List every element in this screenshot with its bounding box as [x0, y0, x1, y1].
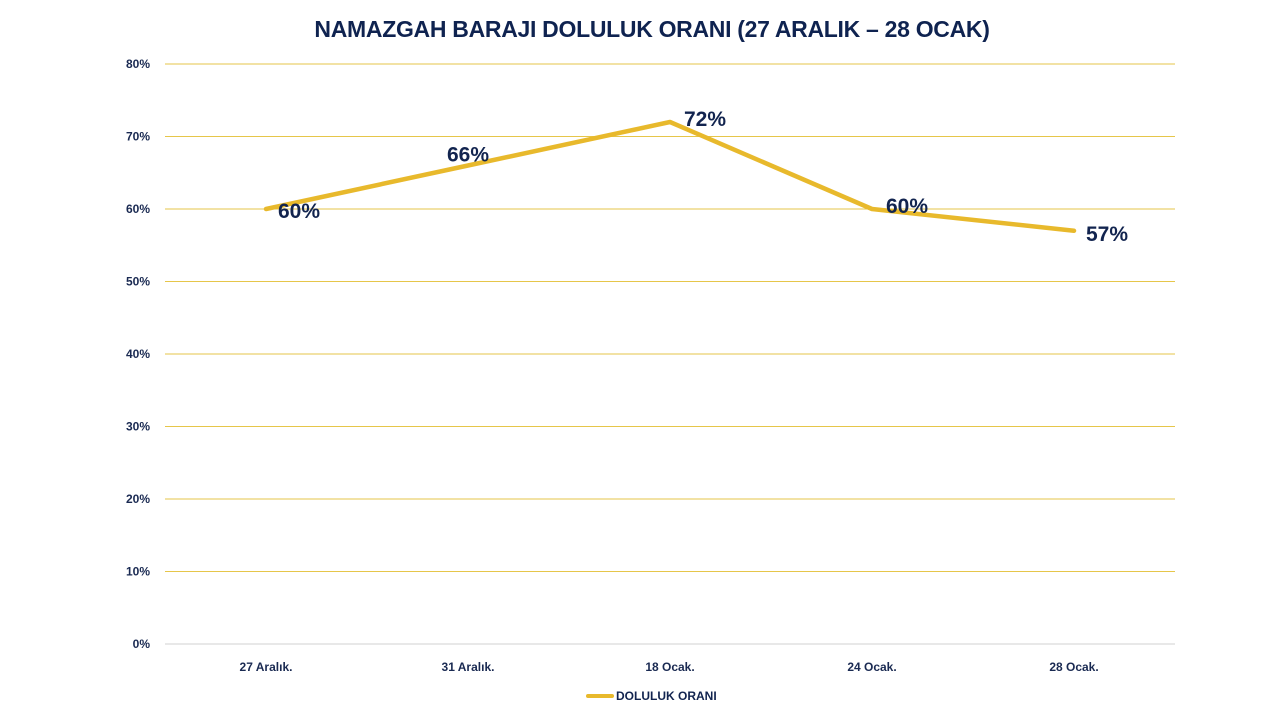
x-tick-label: 24 Ocak.	[847, 660, 896, 674]
x-tick-label: 31 Aralık.	[442, 660, 495, 674]
chart-title: NAMAZGAH BARAJI DOLULUK ORANI (27 ARALIK…	[314, 16, 990, 42]
legend: DOLULUK ORANI	[586, 689, 717, 703]
y-tick-label: 80%	[126, 57, 150, 71]
x-tick-label: 18 Ocak.	[645, 660, 694, 674]
data-label: 57%	[1086, 223, 1128, 246]
data-label: 60%	[278, 200, 320, 223]
y-tick-label: 30%	[126, 420, 150, 434]
y-axis-ticks: 80% 70% 60% 50% 40% 30% 20% 10% 0%	[126, 57, 150, 651]
legend-label: DOLULUK ORANI	[616, 689, 717, 703]
x-tick-label: 27 Aralık.	[240, 660, 293, 674]
x-tick-label: 28 Ocak.	[1049, 660, 1098, 674]
data-label: 66%	[447, 144, 489, 167]
gridlines	[165, 63, 1175, 645]
y-tick-label: 60%	[126, 202, 150, 216]
data-label: 72%	[684, 108, 726, 131]
y-tick-label: 20%	[126, 492, 150, 506]
data-label: 60%	[886, 195, 928, 218]
series-line-doluluk-orani	[263, 119, 1077, 233]
y-tick-label: 40%	[126, 347, 150, 361]
y-tick-label: 10%	[126, 565, 150, 579]
y-tick-label: 0%	[133, 637, 151, 651]
x-axis-ticks: 27 Aralık. 31 Aralık. 18 Ocak. 24 Ocak. 28 O…	[240, 660, 1099, 674]
legend-line-swatch-icon	[586, 694, 614, 698]
y-tick-label: 70%	[126, 130, 150, 144]
data-labels: 60% 66% 72% 60% 57%	[278, 108, 1128, 246]
y-tick-label: 50%	[126, 275, 150, 289]
